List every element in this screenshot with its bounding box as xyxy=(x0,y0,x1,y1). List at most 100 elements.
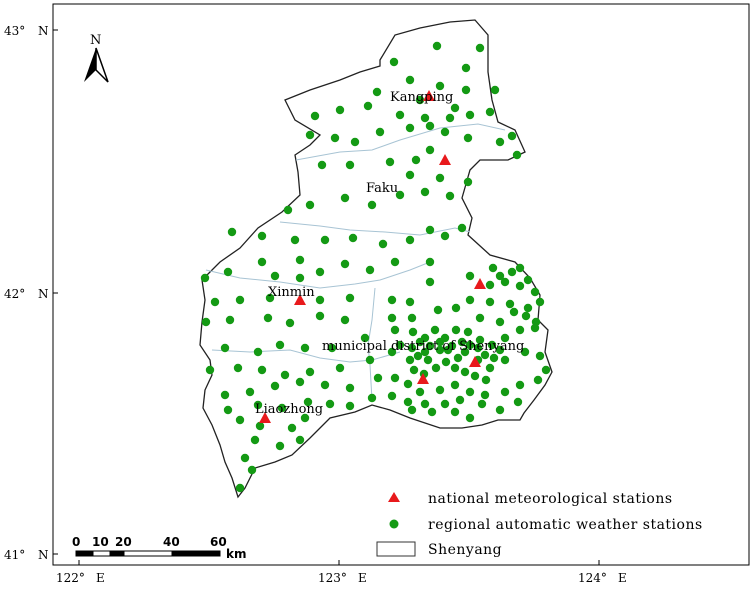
regional-station-192 xyxy=(431,363,441,373)
regional-station-15 xyxy=(395,110,405,120)
regional-station-154 xyxy=(367,393,377,403)
regional-station-43 xyxy=(445,191,455,201)
north-arrow-letter: N xyxy=(90,33,101,48)
lat-tick-42-dir: N xyxy=(38,287,49,301)
regional-station-106 xyxy=(463,327,473,337)
regional-station-14 xyxy=(363,101,373,111)
regional-station-162 xyxy=(513,397,523,407)
regional-station-0 xyxy=(432,41,442,51)
regional-station-33 xyxy=(411,155,421,165)
regional-station-136 xyxy=(345,383,355,393)
scale-unit: km xyxy=(226,547,246,561)
scale-tick-40: 40 xyxy=(163,535,180,549)
regional-station-63 xyxy=(390,257,400,267)
national-station-6 xyxy=(259,412,271,423)
regional-station-46 xyxy=(257,231,267,241)
regional-station-196 xyxy=(470,371,480,381)
regional-station-146 xyxy=(515,380,525,390)
regional-station-120 xyxy=(405,355,415,365)
regional-station-29 xyxy=(512,150,522,160)
lat-tick-42: 42° xyxy=(4,287,25,301)
regional-station-41 xyxy=(395,190,405,200)
regional-station-105 xyxy=(451,325,461,335)
scale-tick-60: 60 xyxy=(210,535,227,549)
north-arrow: N xyxy=(84,33,109,83)
regional-station-114 xyxy=(257,365,267,375)
lon-tick-122: 122° xyxy=(56,571,85,585)
regional-station-61 xyxy=(340,259,350,269)
regional-station-71 xyxy=(387,295,397,305)
regional-station-36 xyxy=(435,173,445,183)
regional-station-55 xyxy=(200,273,210,283)
regional-station-56 xyxy=(223,267,233,277)
legend-national-label: national meteorological stations xyxy=(428,491,673,507)
regional-station-28 xyxy=(507,131,517,141)
regional-station-49 xyxy=(348,233,358,243)
regional-station-32 xyxy=(385,157,395,167)
regional-station-47 xyxy=(290,235,300,245)
national-station-5 xyxy=(417,373,429,384)
regional-station-5 xyxy=(405,75,415,85)
regional-station-179 xyxy=(415,337,425,347)
regional-station-198 xyxy=(409,365,419,375)
regional-station-159 xyxy=(455,395,465,405)
north-arrow-icon xyxy=(84,48,96,82)
regional-station-30 xyxy=(317,160,327,170)
lat-tick-43: 43° xyxy=(4,24,25,38)
regional-station-89 xyxy=(465,295,475,305)
regional-station-143 xyxy=(465,387,475,397)
regional-station-186 xyxy=(473,343,483,353)
label-faku: Faku xyxy=(366,181,398,196)
regional-station-183 xyxy=(453,353,463,363)
north-arrow-icon-right xyxy=(95,47,109,83)
regional-station-187 xyxy=(480,350,490,360)
regional-station-67 xyxy=(265,293,275,303)
regional-station-6 xyxy=(435,81,445,91)
regional-station-39 xyxy=(340,193,350,203)
regional-station-79 xyxy=(201,317,211,327)
regional-station-189 xyxy=(495,345,505,355)
regional-stations xyxy=(200,41,551,493)
regional-station-26 xyxy=(463,133,473,143)
regional-station-73 xyxy=(425,277,435,287)
regional-station-76 xyxy=(500,277,510,287)
legend-regional-label: regional automatic weather stations xyxy=(428,517,703,533)
regional-station-152 xyxy=(325,399,335,409)
scale-tick-10: 10 xyxy=(92,535,109,549)
regional-station-139 xyxy=(403,379,413,389)
regional-station-142 xyxy=(450,380,460,390)
regional-station-172 xyxy=(275,441,285,451)
regional-station-97 xyxy=(300,343,310,353)
regional-station-99 xyxy=(360,333,370,343)
regional-station-118 xyxy=(365,355,375,365)
regional-station-185 xyxy=(465,340,475,350)
regional-station-88 xyxy=(451,303,461,313)
national-stations xyxy=(259,90,486,423)
regional-station-130 xyxy=(541,365,551,375)
legend-boundary-icon xyxy=(376,541,416,557)
regional-station-37 xyxy=(463,177,473,187)
regional-station-182 xyxy=(443,345,453,355)
regional-station-173 xyxy=(295,435,305,445)
regional-station-17 xyxy=(445,113,455,123)
scale-bar: 0 10 20 40 60 km xyxy=(72,535,246,561)
national-station-0 xyxy=(423,90,435,101)
regional-station-44 xyxy=(283,205,293,215)
regional-station-141 xyxy=(435,385,445,395)
regional-station-122 xyxy=(435,345,445,355)
regional-station-157 xyxy=(420,399,430,409)
regional-station-65 xyxy=(210,297,220,307)
regional-station-70 xyxy=(345,293,355,303)
regional-station-132 xyxy=(245,387,255,397)
regional-station-109 xyxy=(500,333,510,343)
regional-station-54 xyxy=(457,223,467,233)
regional-station-87 xyxy=(433,305,443,315)
regional-station-92 xyxy=(523,303,533,313)
regional-station-117 xyxy=(335,363,345,373)
regional-station-170 xyxy=(465,413,475,423)
regional-station-8 xyxy=(490,85,500,95)
regional-station-75 xyxy=(485,280,495,290)
regional-station-81 xyxy=(263,313,273,323)
regional-station-100 xyxy=(390,325,400,335)
regional-station-52 xyxy=(425,225,435,235)
